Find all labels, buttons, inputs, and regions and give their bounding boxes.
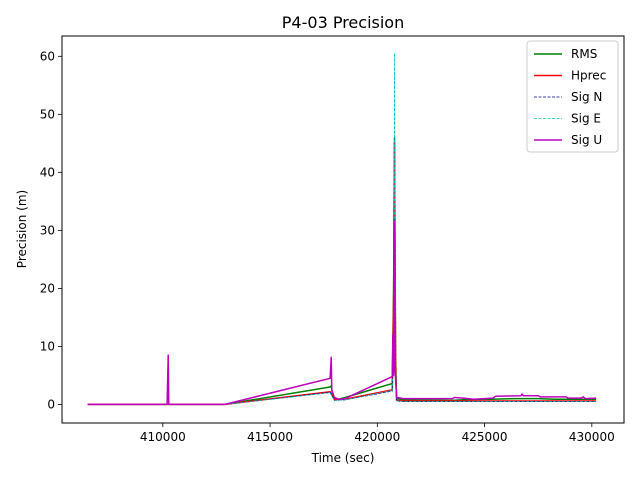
- legend: RMS Hprec Sig N Sig E Sig U: [526, 40, 619, 153]
- legend-label-4: Sig U: [571, 133, 602, 147]
- x-tick-label: 420000: [354, 430, 400, 444]
- x-axis-label: Time (sec): [311, 451, 375, 465]
- series-line-3: [87, 53, 597, 405]
- series-line-0: [87, 136, 597, 406]
- chart-title: P4-03 Precision: [282, 13, 404, 32]
- plot-lines: [87, 53, 597, 406]
- x-tick-label: 410000: [140, 430, 186, 444]
- y-axis-label: Precision (m): [15, 190, 29, 268]
- plot-frame: [61, 35, 625, 424]
- y-tick-label: 50: [40, 107, 55, 121]
- legend-box: [526, 40, 619, 153]
- x-tick-label: 415000: [247, 430, 293, 444]
- series-line-4: [87, 220, 597, 406]
- legend-label-3: Sig E: [571, 112, 601, 126]
- series-line-1: [87, 142, 597, 406]
- y-tick-label: 60: [40, 49, 55, 63]
- legend-label-1: Hprec: [571, 69, 606, 83]
- series-line-2: [87, 218, 597, 405]
- y-tick-label: 10: [40, 339, 55, 353]
- legend-label-2: Sig N: [571, 90, 602, 104]
- x-axis-ticks: 410000 415000 420000 425000 430000: [140, 423, 615, 444]
- y-tick-label: 40: [40, 165, 55, 179]
- x-tick-label: 430000: [569, 430, 615, 444]
- y-tick-label: 0: [47, 397, 55, 411]
- y-tick-label: 30: [40, 223, 55, 237]
- y-tick-label: 20: [40, 281, 55, 295]
- legend-label-0: RMS: [571, 47, 597, 61]
- x-tick-label: 425000: [462, 430, 508, 444]
- y-axis-ticks: 0 10 20 30 40 50 60: [40, 49, 62, 411]
